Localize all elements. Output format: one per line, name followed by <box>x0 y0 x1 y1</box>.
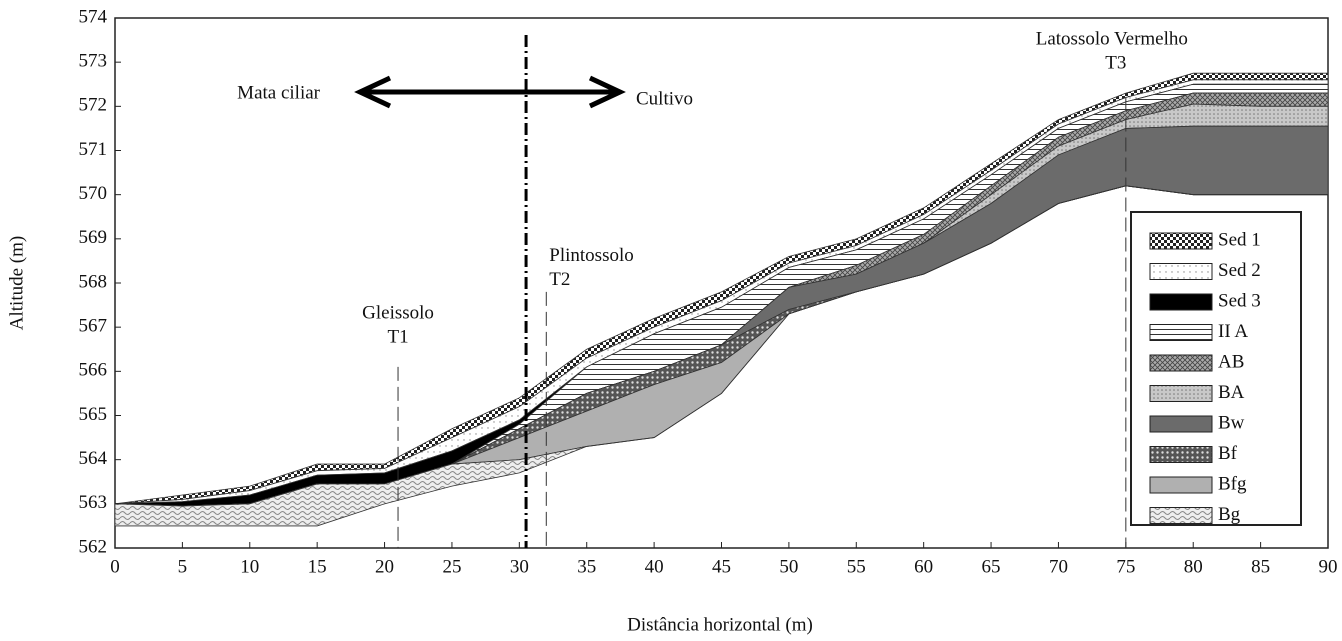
y-tick-label: 564 <box>79 448 108 469</box>
profile-sub: T1 <box>387 326 408 347</box>
legend-label: AB <box>1218 351 1244 372</box>
x-tick-label: 45 <box>712 556 731 577</box>
y-tick-label: 568 <box>79 271 108 292</box>
legend-label: II A <box>1218 321 1248 342</box>
x-tick-label: 65 <box>982 556 1001 577</box>
y-tick-label: 566 <box>79 360 108 381</box>
y-axis-label: Altitude (m) <box>6 236 27 330</box>
x-tick-label: 55 <box>847 556 866 577</box>
legend-swatch <box>1149 415 1213 433</box>
legend-swatch <box>1149 263 1213 280</box>
x-tick-label: 25 <box>442 556 461 577</box>
x-tick-label: 75 <box>1116 556 1135 577</box>
x-tick-label: 35 <box>577 556 596 577</box>
x-tick-label: 0 <box>110 556 120 577</box>
x-tick-label: 5 <box>178 556 188 577</box>
y-tick-label: 569 <box>79 227 108 248</box>
profile-label: Plintossolo <box>549 245 633 266</box>
y-tick-label: 562 <box>79 536 108 557</box>
profile-sub: T3 <box>1105 52 1126 73</box>
x-tick-label: 60 <box>914 556 933 577</box>
legend-swatch <box>1149 385 1213 402</box>
x-tick-label: 50 <box>779 556 798 577</box>
boundary-right: Cultivo <box>636 88 693 109</box>
legend-label: BA <box>1218 382 1245 403</box>
legend-swatch <box>1149 232 1213 250</box>
y-tick-label: 574 <box>79 6 108 27</box>
x-tick-label: 30 <box>510 556 529 577</box>
legend-label: Bg <box>1218 504 1241 525</box>
x-axis-label: Distância horizontal (m) <box>627 614 813 635</box>
x-tick-label: 90 <box>1319 556 1338 577</box>
x-tick-label: 10 <box>240 556 259 577</box>
legend-label: Sed 3 <box>1218 290 1261 311</box>
y-tick-label: 572 <box>79 95 108 116</box>
y-tick-label: 571 <box>79 139 108 160</box>
boundary-left: Mata ciliar <box>237 82 320 103</box>
profile-label: Latossolo Vermelho <box>1036 28 1188 49</box>
y-tick-label: 570 <box>79 183 108 204</box>
legend-swatch <box>1149 293 1213 311</box>
x-tick-label: 85 <box>1251 556 1270 577</box>
y-tick-label: 573 <box>79 51 108 72</box>
legend-swatch <box>1149 446 1213 463</box>
arrow <box>354 75 626 109</box>
legend-label: Bw <box>1218 412 1245 433</box>
legend-swatch <box>1149 354 1213 372</box>
soil-layer <box>114 185 1328 527</box>
x-tick-label: 40 <box>645 556 664 577</box>
legend-swatch <box>1149 476 1213 494</box>
x-tick-label: 15 <box>308 556 327 577</box>
legend-label: Sed 1 <box>1218 229 1261 250</box>
x-tick-label: 20 <box>375 556 394 577</box>
profile-label: Gleissolo <box>362 302 434 323</box>
y-tick-label: 567 <box>79 316 108 337</box>
legend-swatch <box>1149 324 1213 341</box>
legend-label: Bfg <box>1218 473 1247 494</box>
legend-label: Bf <box>1218 443 1238 464</box>
legend-label: Sed 2 <box>1218 260 1261 281</box>
profile-sub: T2 <box>549 269 570 290</box>
x-tick-label: 70 <box>1049 556 1068 577</box>
legend-swatch <box>1149 507 1213 524</box>
x-tick-label: 80 <box>1184 556 1203 577</box>
y-tick-label: 563 <box>79 492 108 513</box>
y-tick-label: 565 <box>79 404 108 425</box>
